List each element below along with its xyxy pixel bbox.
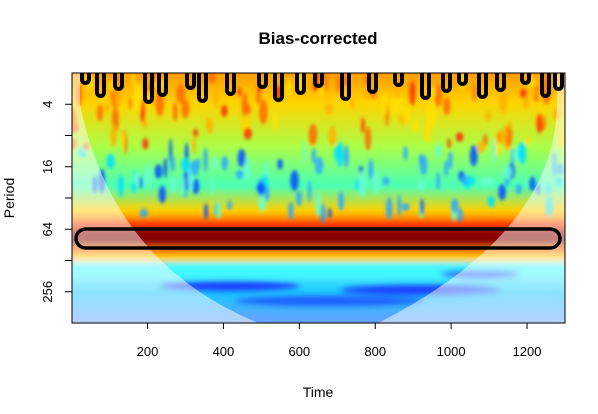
significance-blob — [313, 73, 324, 88]
significance-blob — [295, 73, 306, 95]
significance-blob — [393, 73, 404, 87]
x-tick-label: 1200 — [513, 344, 542, 359]
significance-blob — [340, 73, 351, 101]
significance-blob — [80, 73, 91, 85]
y-tick-label: 64 — [40, 222, 55, 236]
significance-blob — [113, 73, 124, 91]
x-tick-label: 200 — [137, 344, 159, 359]
significance-blob — [495, 73, 506, 92]
x-axis: 200 400 600 800 1000 1200 — [137, 322, 542, 359]
y-tick-label: 4 — [40, 101, 55, 108]
significance-blob — [257, 73, 268, 89]
x-tick-label: 800 — [364, 344, 386, 359]
significance-blob — [553, 73, 564, 91]
significance-blob — [441, 73, 452, 93]
y-tick-label: 16 — [40, 160, 55, 174]
chart-title: Bias-corrected — [258, 29, 377, 48]
cone-of-influence — [72, 73, 565, 323]
significance-blob — [225, 73, 236, 96]
heatmap-area — [72, 73, 565, 323]
x-tick-label: 600 — [288, 344, 310, 359]
significance-blob — [273, 73, 284, 102]
significance-contour — [74, 227, 562, 250]
significance-blob — [95, 73, 106, 98]
significance-blob — [520, 73, 531, 85]
y-tick-label: 256 — [40, 281, 55, 303]
x-axis-label: Time — [303, 384, 334, 400]
x-tick-label: 1000 — [437, 344, 466, 359]
significance-blob — [157, 73, 168, 97]
significance-blob — [420, 73, 431, 100]
y-axis-label: Period — [1, 178, 17, 218]
significance-blob — [367, 73, 378, 94]
significance-blob — [457, 73, 468, 86]
significance-blob — [143, 73, 154, 104]
y-axis: 4 16 64 256 — [40, 101, 73, 303]
x-tick-label: 400 — [213, 344, 235, 359]
significance-blob — [540, 73, 551, 98]
significance-blob — [477, 73, 488, 99]
significance-blob — [197, 73, 208, 103]
significance-blob — [185, 73, 196, 90]
